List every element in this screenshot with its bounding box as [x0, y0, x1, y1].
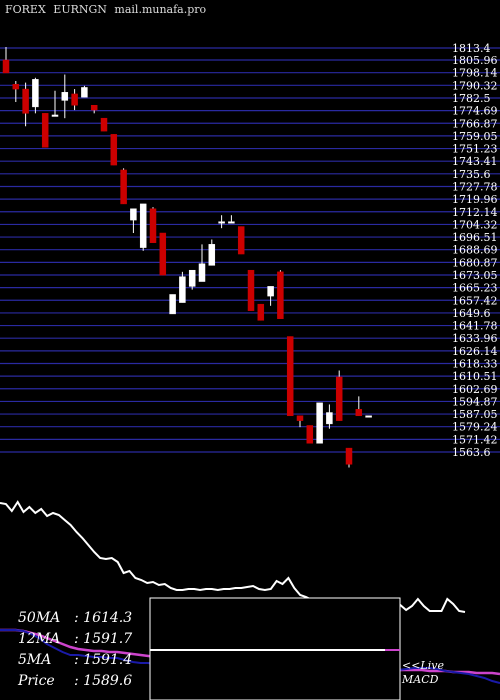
ma12-row: 12MA : 1591.7 [18, 629, 132, 650]
candle-down [12, 83, 20, 90]
y-tick-label: 1641.78 [452, 320, 498, 333]
y-tick-label: 1782.5 [452, 92, 491, 105]
ma50-label: 50MA [18, 610, 61, 626]
market-label: FOREX [5, 3, 46, 16]
y-tick-label: 1633.96 [452, 332, 498, 345]
indicator-panel [0, 500, 500, 700]
y-tick-label: 1649.6 [452, 307, 491, 320]
candle-down [2, 59, 10, 74]
candle-down [306, 425, 314, 444]
y-tick-label: 1759.05 [452, 130, 498, 143]
y-tick-label: 1665.23 [452, 282, 498, 295]
y-tick-label: 1735.6 [452, 168, 491, 181]
candle-down [257, 303, 265, 321]
y-tick-label: 1805.96 [452, 54, 498, 67]
y-tick-label: 1712.14 [452, 206, 498, 219]
price-axis-ticks: 1813.41805.961798.141790.321782.51774.69… [452, 42, 498, 459]
y-tick-label: 1688.69 [452, 244, 498, 257]
candle-up [188, 269, 196, 287]
ma50-value: : 1614.3 [74, 610, 133, 626]
candle-up [228, 221, 235, 224]
y-tick-label: 1673.05 [452, 269, 498, 282]
y-tick-label: 1618.33 [452, 357, 498, 370]
candle-down [90, 105, 98, 111]
y-tick-label: 1579.24 [452, 421, 498, 434]
candle-down [120, 169, 127, 205]
candle-down [149, 208, 157, 243]
symbol-label: EURNGN [53, 3, 107, 16]
candle-up [316, 402, 323, 444]
site-label: mail.munafa.pro [114, 3, 207, 16]
candle-up [267, 286, 274, 297]
candle-up [365, 415, 372, 418]
candle-up [61, 92, 69, 101]
candle-up [208, 244, 216, 266]
y-tick-label: 1719.96 [452, 193, 498, 206]
candle-up [130, 208, 137, 221]
candle-down [335, 376, 343, 421]
y-tick-label: 1680.87 [452, 256, 498, 269]
y-tick-label: 1571.42 [452, 433, 498, 446]
y-tick-label: 1587.05 [452, 408, 498, 421]
candle-down [71, 93, 78, 106]
candle-up [81, 87, 88, 98]
ma50-row: 50MA : 1614.3 [18, 608, 132, 629]
moving-average-stats: 50MA : 1614.3 12MA : 1591.7 5MA : 1591.4… [18, 608, 132, 692]
candle-down [100, 117, 108, 132]
y-tick-label: 1743.41 [452, 155, 498, 168]
ma5-value: : 1591.4 [74, 652, 133, 668]
candle-up [198, 263, 206, 282]
candle-up [326, 412, 333, 425]
price-row: Price : 1589.6 [18, 671, 132, 692]
candle-down [247, 269, 255, 311]
y-tick-label: 1751.23 [452, 143, 498, 156]
y-tick-label: 1790.32 [452, 79, 498, 92]
price-label: Price [18, 673, 55, 689]
y-tick-label: 1727.78 [452, 180, 498, 193]
y-tick-label: 1610.51 [452, 370, 498, 383]
candle-up [218, 221, 225, 224]
candle-down [41, 113, 49, 148]
y-tick-label: 1657.42 [452, 294, 498, 307]
y-tick-label: 1798.14 [452, 67, 498, 80]
live-macd-line1: <<Live [402, 659, 444, 672]
candlesticks [2, 47, 372, 468]
candle-up [32, 79, 39, 108]
y-tick-label: 1602.69 [452, 383, 498, 396]
ma5-label: 5MA [18, 652, 52, 668]
live-macd-link[interactable]: <<Live MACD [402, 659, 444, 687]
price-value: : 1589.6 [74, 673, 133, 689]
y-tick-label: 1696.51 [452, 231, 498, 244]
y-tick-label: 1774.69 [452, 105, 498, 118]
chart-header: FOREX EURNGN mail.munafa.pro [5, 3, 210, 16]
candle-down [277, 271, 284, 319]
candle-down [355, 409, 363, 417]
candle-down [237, 226, 245, 255]
ma5-row: 5MA : 1591.4 [18, 650, 132, 671]
y-tick-label: 1563.6 [452, 446, 491, 459]
y-tick-label: 1704.32 [452, 218, 498, 231]
ma12-label: 12MA [18, 631, 61, 647]
y-tick-label: 1813.4 [452, 42, 491, 55]
ma12-value: : 1591.7 [74, 631, 133, 647]
white-indicator-line [0, 500, 466, 613]
y-tick-label: 1626.14 [452, 345, 498, 358]
live-macd-line2: MACD [402, 673, 439, 686]
candle-up [139, 203, 147, 248]
candle-down [159, 232, 167, 276]
candle-down [345, 447, 353, 465]
candle-down [22, 88, 29, 114]
candle-up [51, 114, 59, 117]
candle-down [286, 336, 294, 417]
candle-down [296, 415, 304, 421]
candle-up [169, 294, 176, 315]
candle-down [110, 134, 118, 166]
y-tick-label: 1594.87 [452, 395, 498, 408]
y-tick-label: 1766.87 [452, 117, 498, 130]
candle-up [179, 276, 186, 303]
